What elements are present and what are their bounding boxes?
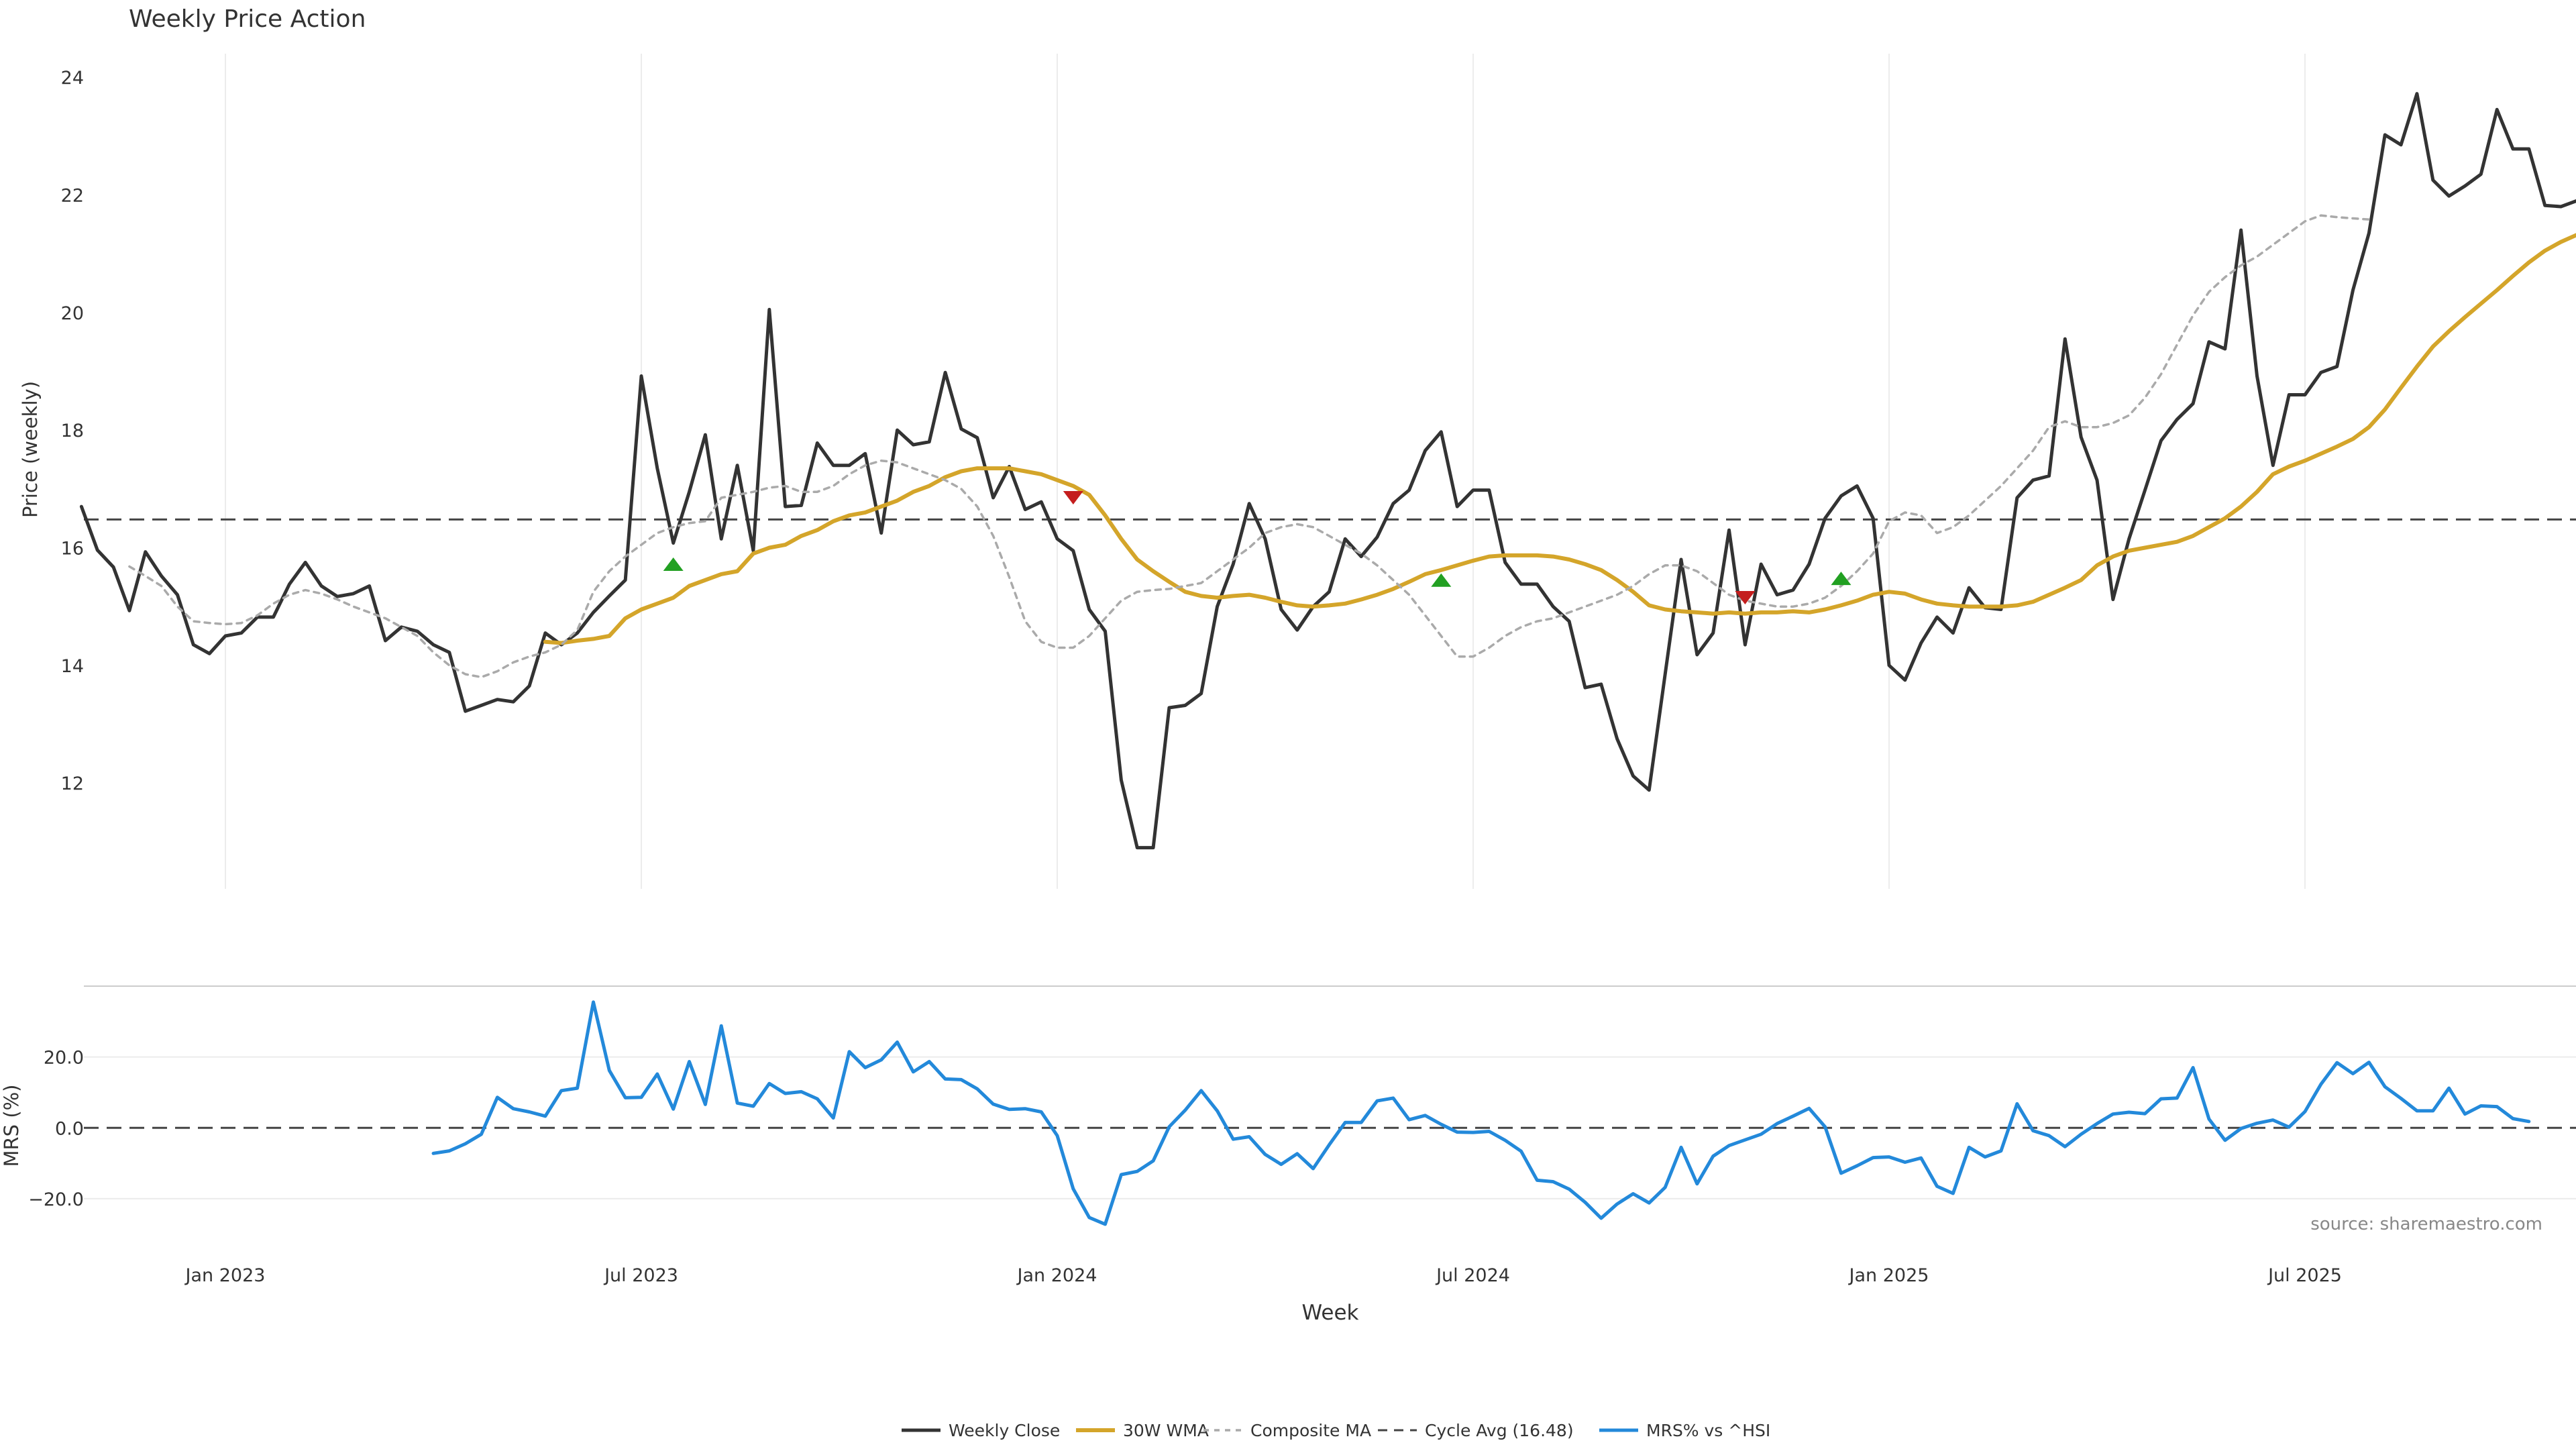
- legend-label-weekly-close: Weekly Close: [949, 1421, 1060, 1440]
- legend-entry-mrs-vs-hsi: MRS% vs ^HSI: [1599, 1421, 1770, 1440]
- mrs-y-tick-20-0: 20.0: [44, 1048, 84, 1069]
- x-axis-label: Week: [1302, 1301, 1359, 1325]
- legend-entry-cycle-avg-16-48: Cycle Avg (16.48): [1378, 1421, 1574, 1440]
- price-y-tick-18: 18: [61, 421, 84, 441]
- source-annotation: source: sharemaestro.com: [2310, 1214, 2542, 1234]
- mrs-gridlines: [84, 1056, 2576, 1199]
- price-y-axis-label: Price (weekly): [19, 381, 42, 518]
- signal-markers: [663, 490, 1851, 605]
- sell-signal-marker-1: [1063, 490, 1083, 504]
- legend-label-30w-wma: 30W WMA: [1123, 1421, 1209, 1440]
- price-panel: Weekly Price Action 12 14 16 18 20 22 24 Price…: [19, 5, 2576, 889]
- price-y-tick-14: 14: [61, 656, 84, 677]
- price-y-tick-22: 22: [61, 185, 84, 206]
- price-y-tick-20: 20: [61, 303, 84, 324]
- buy-signal-marker-0: [663, 557, 684, 572]
- mrs-y-tick-0-0: 0.0: [55, 1118, 84, 1139]
- series-line-weekly-close: [79, 92, 2576, 850]
- series-line-composite-ma: [128, 214, 2371, 679]
- series-line-30w-wma: [543, 233, 2576, 645]
- price-y-tick-labels: 12 14 16 18 20 22 24: [61, 68, 84, 794]
- mrs-y-tick-20-0: −20.0: [28, 1189, 84, 1210]
- x-tick-jan-2023: Jan 2023: [184, 1265, 266, 1286]
- price-series: [79, 92, 2576, 850]
- mrs-series: [431, 1000, 2531, 1226]
- legend-entry-composite-ma: Composite MA: [1203, 1421, 1371, 1440]
- price-y-tick-16: 16: [61, 538, 84, 559]
- legend-label-mrs-vs-hsi: MRS% vs ^HSI: [1646, 1421, 1770, 1440]
- mrs-panel: −20.0 0.0 20.0 MRS (%) source: sharemaestr…: [0, 985, 2576, 1234]
- x-tick-jul-2023: Jul 2023: [603, 1265, 678, 1286]
- x-tick-jan-2025: Jan 2025: [1848, 1265, 1929, 1286]
- x-tick-jul-2024: Jul 2024: [1435, 1265, 1510, 1286]
- buy-signal-marker-4: [1831, 572, 1851, 586]
- price-y-tick-24: 24: [61, 68, 84, 89]
- series-line-mrs-vs-hsi: [431, 1000, 2531, 1226]
- buy-signal-marker-2: [1431, 573, 1452, 587]
- legend-label-cycle-avg-16-48: Cycle Avg (16.48): [1425, 1421, 1574, 1440]
- mrs-y-axis-label: MRS (%): [0, 1085, 23, 1167]
- x-tick-labels: Jan 2023 Jul 2023 Jan 2024 Jul 2024 Jan 2025…: [184, 1265, 2342, 1286]
- legend-label-composite-ma: Composite MA: [1250, 1421, 1371, 1440]
- price-gridlines: [225, 54, 2306, 889]
- x-tick-jan-2024: Jan 2024: [1016, 1265, 1097, 1286]
- legend-entry-30w-wma: 30W WMA: [1076, 1421, 1209, 1440]
- sell-signal-marker-3: [1735, 591, 1756, 605]
- legend-entry-weekly-close: Weekly Close: [902, 1421, 1060, 1440]
- mrs-y-tick-labels: −20.0 0.0 20.0: [28, 1048, 84, 1210]
- legend: Weekly Close 30W WMA Composite MA Cycle Avg…: [902, 1421, 1770, 1440]
- x-tick-jul-2025: Jul 2025: [2267, 1265, 2342, 1286]
- price-chart-title: Weekly Price Action: [129, 5, 366, 33]
- price-y-tick-12: 12: [61, 773, 84, 794]
